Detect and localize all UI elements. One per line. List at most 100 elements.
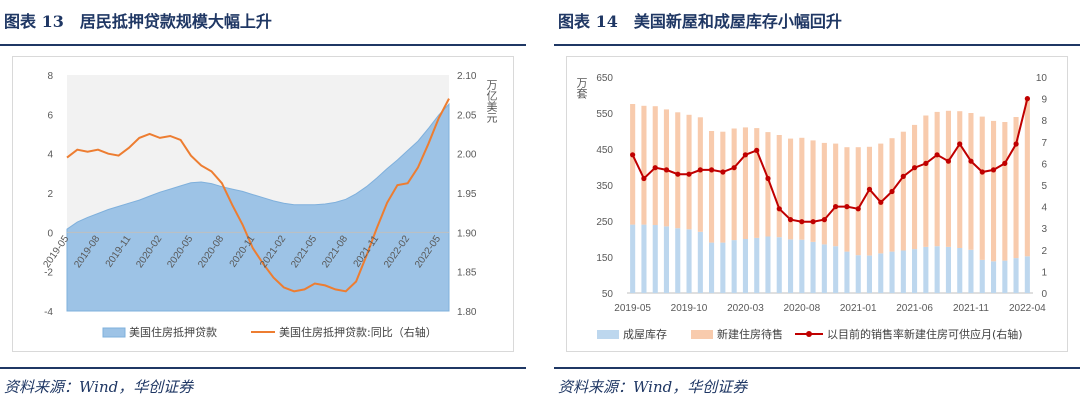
existing-inventory-bar [742, 239, 748, 293]
existing-inventory-bar [776, 237, 782, 293]
months-supply-point [1013, 141, 1019, 147]
x-tick-label: 2021-01 [840, 303, 877, 314]
existing-inventory-bar [878, 253, 884, 293]
months-supply-point [731, 165, 737, 171]
new-home-inventory-bar [776, 135, 782, 238]
existing-inventory-bar [709, 242, 715, 293]
right-y-tick-label: 1.80 [457, 307, 477, 318]
x-tick-label: 2020-08 [783, 303, 820, 314]
new-home-inventory-bar [765, 132, 771, 237]
new-home-inventory-bar [923, 115, 929, 247]
legend-new-label: 新建住房待售 [717, 327, 783, 341]
existing-inventory-bar [991, 261, 997, 293]
right-y-tick-label: 2 [1041, 246, 1047, 257]
existing-inventory-bar [1013, 258, 1019, 293]
new-home-inventory-bar [833, 143, 839, 247]
new-home-inventory-bar [912, 124, 918, 250]
existing-inventory-bar [641, 224, 647, 293]
existing-inventory-bar [720, 242, 726, 293]
right-bottom-rule [554, 367, 1080, 369]
existing-inventory-bar [731, 240, 737, 293]
legend-line-label: 美国住房抵押贷款:同比（右轴） [279, 325, 437, 339]
existing-inventory-bar [889, 251, 895, 293]
months-supply-point [821, 217, 827, 223]
new-home-inventory-bar [979, 116, 985, 260]
new-home-inventory-bar [630, 104, 636, 225]
existing-inventory-bar [934, 246, 940, 293]
months-supply-point [957, 141, 963, 147]
right-chart-frame: 650 550 450 350 250 150 50 10 9 8 7 6 5 4 3 2 1 0 万套 2019-0… [566, 56, 1068, 352]
months-supply-point [810, 219, 816, 225]
new-home-inventory-bar [844, 147, 850, 252]
new-home-inventory-bar [731, 128, 737, 241]
new-home-inventory-bar [945, 110, 951, 247]
months-supply-point [663, 167, 670, 173]
right-y-tick-label: 1.85 [457, 268, 477, 279]
months-supply-point [900, 173, 906, 179]
existing-inventory-bar [957, 248, 963, 293]
x-tick-label: 2019-05 [614, 303, 651, 314]
legend-area-label: 美国住房抵押贷款 [129, 325, 217, 339]
months-supply-point [1002, 160, 1008, 166]
new-home-inventory-bar [889, 138, 895, 252]
left-bottom-rule [0, 367, 526, 369]
left-y-tick-label: 8 [47, 71, 53, 82]
left-y-tick-label: 250 [596, 217, 613, 228]
new-home-inventory-bar [641, 105, 647, 225]
new-home-inventory-bar [697, 117, 703, 232]
right-y-tick-label: 0 [1041, 289, 1047, 300]
x-tick-label: 2020-03 [727, 303, 764, 314]
months-supply-point [630, 152, 636, 158]
months-supply-point [686, 171, 692, 177]
left-source-note: 资料来源：Wind，华创证券 [4, 378, 194, 396]
legend-existing-label: 成屋库存 [623, 327, 667, 341]
existing-inventory-bar [810, 241, 816, 293]
months-supply-point [878, 199, 884, 205]
left-chart-frame: 8 6 4 2 0 -2 -4 2.10 2.05 2.00 1.95 1.90 1.85 1.80 万亿美… [12, 56, 514, 352]
months-supply-point [844, 204, 850, 210]
existing-inventory-bar [686, 229, 692, 293]
months-supply-point [709, 167, 715, 173]
existing-inventory-bar [968, 249, 974, 293]
months-supply-point [652, 165, 658, 171]
right-y-tick-label: 6 [1041, 159, 1047, 170]
new-home-inventory-bar [1002, 122, 1008, 261]
new-home-inventory-bar [957, 111, 963, 248]
existing-inventory-bar [675, 228, 681, 293]
x-tick-label: 2022-04 [1009, 303, 1046, 314]
months-supply-point [1024, 96, 1030, 102]
right-y-tick-label: 2.10 [457, 71, 477, 82]
existing-inventory-bar [833, 246, 839, 293]
months-supply-point [990, 167, 997, 173]
existing-inventory-bar [1024, 256, 1030, 293]
left-axis-label: 万套 [575, 77, 588, 99]
left-panel: 图表 13 居民抵押贷款规模大幅上升 8 6 4 2 0 -2 -4 2.10 2.05 2.00… [0, 0, 526, 401]
existing-inventory-bar [754, 237, 760, 293]
right-title-rule [554, 44, 1080, 46]
legend-new-swatch [691, 330, 713, 339]
months-supply-point [968, 158, 974, 164]
months-supply-point [787, 217, 794, 223]
new-home-inventory-bar [799, 137, 805, 240]
new-home-inventory-bar [720, 131, 726, 243]
existing-inventory-bar [652, 225, 658, 293]
left-y-tick-label: -2 [44, 268, 53, 279]
right-y-tick-label: 3 [1041, 224, 1047, 235]
left-y-tick-label: 150 [596, 253, 613, 264]
left-y-tick-label: -4 [44, 307, 53, 318]
existing-inventory-bar [900, 250, 906, 293]
right-y-tick-label: 2.05 [457, 110, 477, 121]
new-home-inventory-bar [821, 142, 827, 245]
existing-inventory-bar [979, 259, 985, 293]
months-supply-point [855, 206, 861, 212]
left-y-tick-label: 4 [47, 150, 53, 161]
new-home-inventory-bar [709, 131, 715, 243]
new-home-inventory-bar [788, 138, 794, 240]
new-home-inventory-bar [866, 146, 872, 256]
existing-inventory-bar [630, 224, 636, 293]
x-tick-label: 2021-06 [896, 303, 933, 314]
new-home-inventory-bar [754, 128, 760, 238]
new-home-inventory-bar [934, 111, 940, 247]
right-chart: 65055045035025015050109876543210万套2019-0… [575, 73, 1047, 341]
months-supply-point [923, 160, 929, 166]
